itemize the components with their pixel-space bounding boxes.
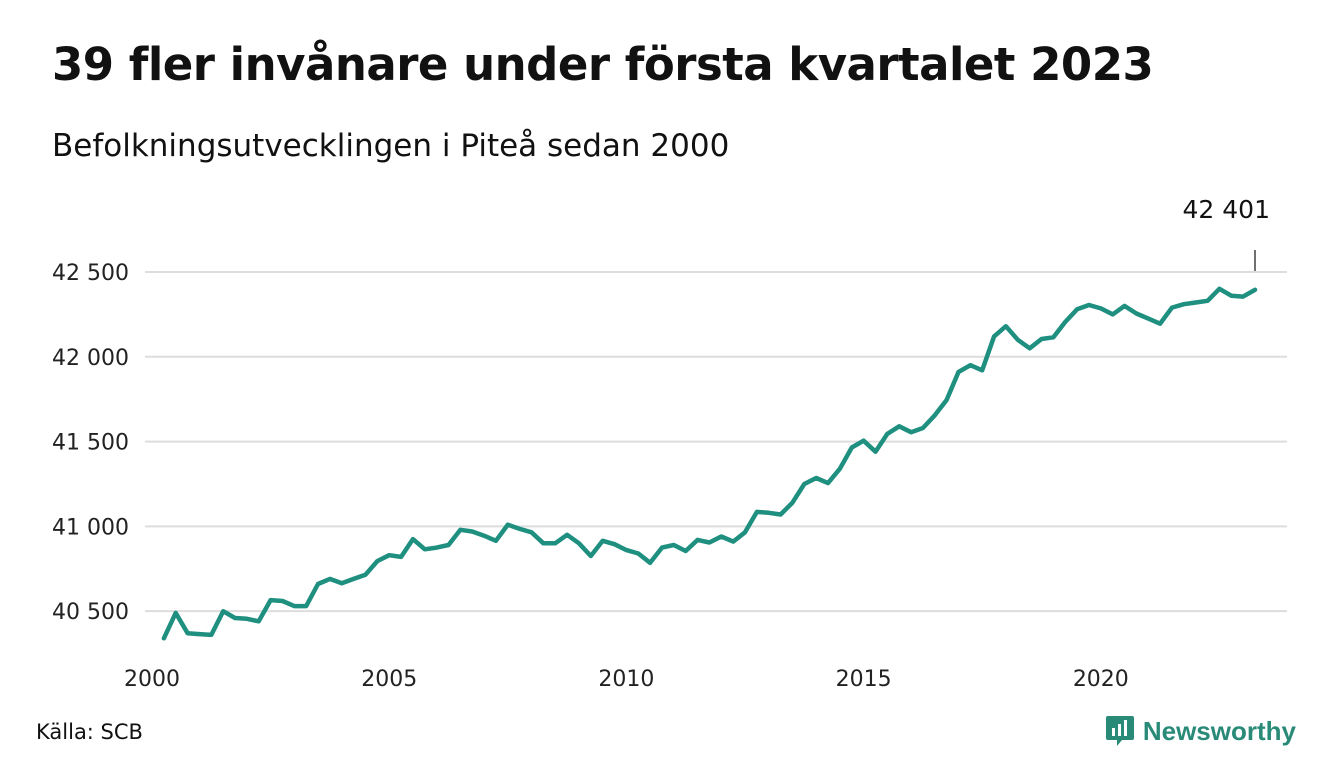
- x-tick-label: 2020: [1073, 667, 1129, 692]
- y-tick-label: 41 000: [52, 515, 129, 540]
- y-tick-label: 42 000: [52, 346, 129, 371]
- brand-logo: Newsworthy: [1105, 714, 1296, 748]
- x-axis-ticks: 2000 2005 2010 2015 2020: [124, 667, 1129, 692]
- y-tick-label: 40 500: [52, 600, 129, 625]
- series-line: [161, 286, 1258, 641]
- source-note: Källa: SCB: [36, 720, 143, 744]
- x-tick-label: 2005: [361, 667, 417, 692]
- data-series: [161, 286, 1258, 641]
- y-tick-label: 41 500: [52, 431, 129, 456]
- annotation-label: 42 401: [1183, 195, 1270, 224]
- chart-subtitle: Befolkningsutvecklingen i Piteå sedan 20…: [52, 128, 730, 164]
- annotations: 42 401: [1183, 195, 1270, 271]
- x-tick-label: 2010: [598, 667, 654, 692]
- gridlines: [145, 270, 1287, 613]
- y-axis-ticks: 40 500 41 000 41 500 42 000 42 500: [52, 261, 129, 625]
- brand-name: Newsworthy: [1142, 715, 1296, 746]
- y-tick-label: 42 500: [52, 261, 129, 286]
- x-tick-label: 2015: [836, 667, 892, 692]
- newsworthy-logo-icon: [1105, 716, 1134, 746]
- chart-title: 39 fler invånare under första kvartalet …: [52, 38, 1154, 91]
- x-tick-label: 2000: [124, 667, 180, 692]
